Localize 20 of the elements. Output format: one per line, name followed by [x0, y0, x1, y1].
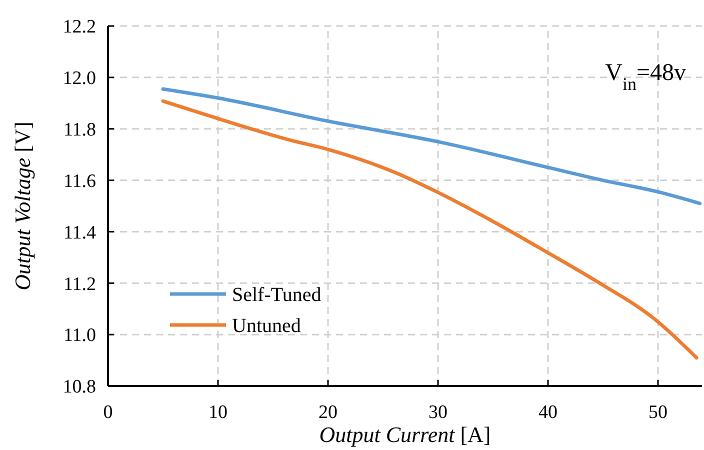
x-tick-label: 30	[428, 402, 448, 423]
y-tick-label: 11.6	[63, 170, 96, 192]
y-tick-label: 12.0	[62, 68, 96, 90]
y-tick-label: 11.4	[63, 222, 96, 244]
x-axis-title: Output Current [A]	[319, 422, 491, 447]
annotation: V$_{in}$=48v	[605, 60, 686, 94]
y-tick-label: 10.8	[62, 376, 96, 398]
y-tick-label: 11.0	[63, 325, 96, 346]
y-axis-title: Output Voltage [V]	[10, 122, 35, 290]
legend-label: Self-Tuned	[232, 284, 322, 306]
line-series	[161, 99, 698, 360]
legend-label: Untuned	[232, 315, 301, 337]
x-tick-label: 50	[648, 402, 668, 423]
y-tick-label: 12.2	[62, 16, 96, 38]
y-tick-label: 11.2	[63, 274, 96, 295]
x-tick-label: 40	[538, 402, 558, 423]
x-tick-label: 20	[318, 402, 338, 423]
x-tick-label: 0	[103, 402, 113, 423]
x-tick-label: 10	[208, 402, 228, 423]
y-tick-label: 11.8	[63, 120, 96, 141]
